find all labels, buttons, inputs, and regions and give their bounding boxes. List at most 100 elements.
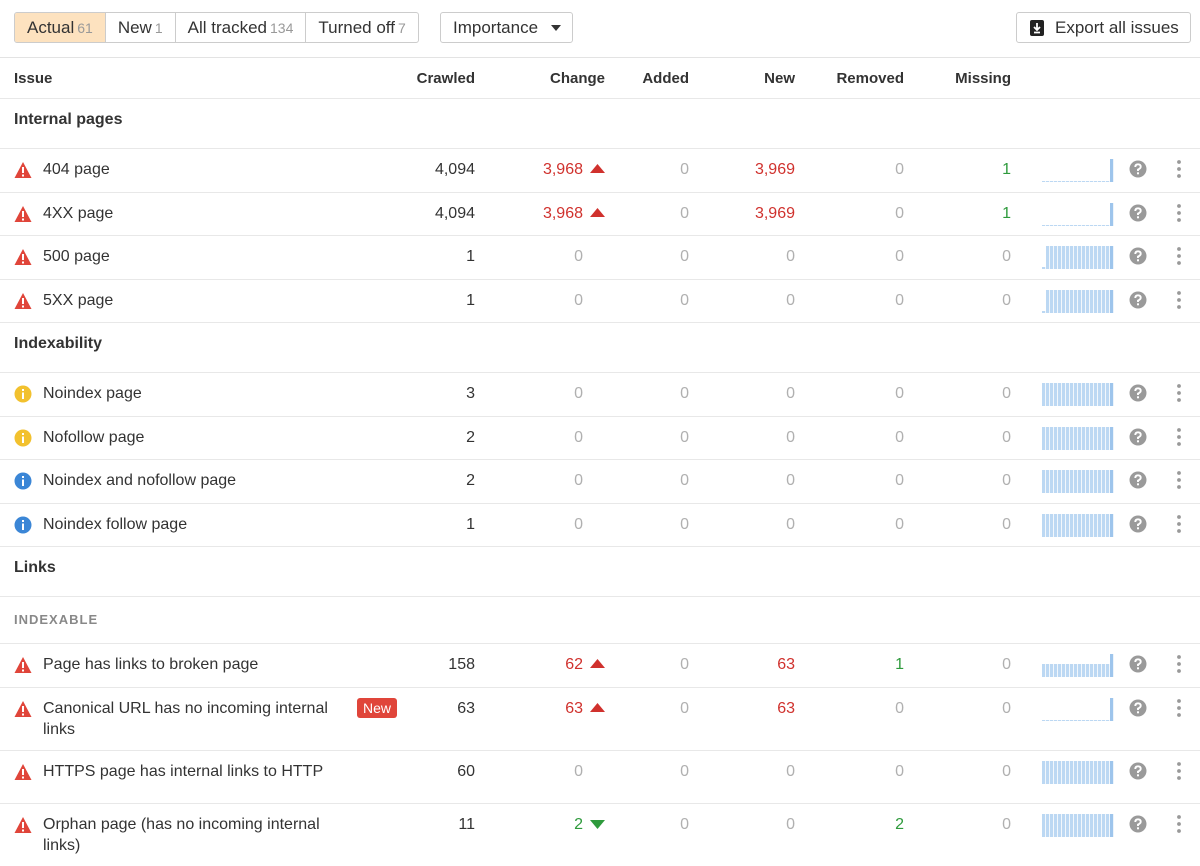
help-cell[interactable] [1120, 460, 1158, 504]
arrow-shape [590, 659, 605, 668]
added-cell: 0 [610, 687, 694, 750]
new-cell: 0 [694, 279, 800, 323]
crawled-cell: 4,094 [395, 192, 480, 236]
more-icon [1176, 699, 1182, 717]
menu-cell[interactable] [1158, 192, 1200, 236]
help-cell[interactable] [1120, 192, 1158, 236]
tab-count: 134 [270, 20, 293, 36]
icon-mark [22, 433, 24, 435]
icon-mark [22, 305, 24, 307]
menu-cell[interactable] [1158, 279, 1200, 323]
spark-bar [1066, 246, 1069, 269]
spark-bar [1106, 720, 1109, 721]
spark-bar [1050, 427, 1053, 450]
menu-cell[interactable] [1158, 373, 1200, 417]
issue-row[interactable]: Orphan page (has no incoming internal li… [0, 804, 1200, 866]
menu-dot [1177, 478, 1181, 482]
issue-name: 500 page [43, 246, 110, 267]
importance-dropdown[interactable]: Importance [440, 12, 573, 43]
menu-dot [1177, 247, 1181, 251]
spark-bar [1090, 290, 1093, 313]
help-cell[interactable] [1120, 279, 1158, 323]
added-cell: 0 [610, 373, 694, 417]
spark-bar [1058, 664, 1061, 677]
new-cell: 0 [694, 460, 800, 504]
spark-bar [1110, 814, 1113, 837]
menu-cell[interactable] [1158, 687, 1200, 750]
spark-bar [1094, 290, 1097, 313]
help-cell[interactable] [1120, 750, 1158, 804]
new-cell: 63 [694, 687, 800, 750]
added-cell: 0 [610, 503, 694, 547]
removed-cell: 0 [800, 373, 909, 417]
removed-cell: 0 [800, 460, 909, 504]
help-cell[interactable] [1120, 503, 1158, 547]
help-cell[interactable] [1120, 416, 1158, 460]
spark-bar [1110, 514, 1113, 537]
menu-dot [1177, 218, 1181, 222]
help-dot [1137, 303, 1139, 305]
menu-cell[interactable] [1158, 236, 1200, 280]
new-cell: 0 [694, 416, 800, 460]
help-cell[interactable] [1120, 644, 1158, 688]
missing-cell: 0 [909, 460, 1016, 504]
crawled-cell: 3 [395, 373, 480, 417]
menu-cell[interactable] [1158, 804, 1200, 866]
help-cell[interactable] [1120, 804, 1158, 866]
menu-cell[interactable] [1158, 416, 1200, 460]
menu-cell[interactable] [1158, 460, 1200, 504]
tab-label: Actual [27, 18, 74, 37]
severity-icon [14, 429, 32, 447]
help-cell[interactable] [1120, 687, 1158, 750]
spark-bar [1086, 514, 1089, 537]
spark-bar [1046, 181, 1049, 182]
issue-row[interactable]: Canonical URL has no incoming internal l… [0, 687, 1200, 750]
spark-bar [1062, 290, 1065, 313]
spark-bar [1042, 427, 1045, 450]
spark-bar [1082, 225, 1085, 226]
spark-bar [1042, 181, 1045, 182]
menu-cell[interactable] [1158, 750, 1200, 804]
menu-dot [1177, 662, 1181, 666]
removed-cell: 0 [800, 416, 909, 460]
export-button[interactable]: Export all issues [1016, 12, 1191, 43]
help-cell[interactable] [1120, 236, 1158, 280]
trend-cell [1016, 644, 1120, 688]
menu-dot [1177, 776, 1181, 780]
spark-bar [1078, 181, 1081, 182]
help-cell[interactable] [1120, 149, 1158, 193]
spark-bar [1070, 514, 1073, 537]
icon-mark [22, 393, 24, 400]
section-title: Internal pages [0, 99, 1200, 149]
menu-cell[interactable] [1158, 644, 1200, 688]
spark-bar [1042, 267, 1045, 269]
severity-icon [14, 161, 32, 179]
menu-cell[interactable] [1158, 503, 1200, 547]
spark-bar [1042, 720, 1045, 721]
menu-cell[interactable] [1158, 149, 1200, 193]
spark-bar [1046, 290, 1049, 313]
help-cell[interactable] [1120, 373, 1158, 417]
icon-mark [22, 706, 24, 712]
crawled-cell: 60 [395, 750, 480, 804]
icon-mark [22, 769, 24, 775]
new-cell: 0 [694, 750, 800, 804]
spark-bar [1078, 761, 1081, 784]
spark-bar [1050, 383, 1053, 406]
download-icon [1030, 20, 1044, 36]
more-icon [1176, 815, 1182, 833]
